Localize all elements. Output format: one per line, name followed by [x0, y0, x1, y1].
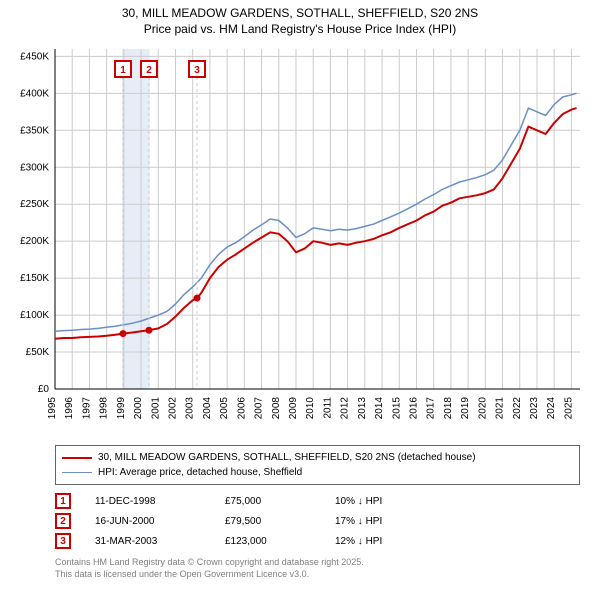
y-tick-label: £300K — [20, 162, 49, 173]
x-tick-label: 2004 — [202, 397, 213, 420]
x-tick-label: 2011 — [322, 397, 333, 419]
x-tick-label: 2002 — [167, 397, 178, 420]
sale-marker-number: 1 — [120, 65, 126, 76]
sale-marker-number: 2 — [146, 65, 152, 76]
sale-badge: 3 — [55, 533, 71, 549]
footer-line-1: Contains HM Land Registry data © Crown c… — [55, 557, 580, 569]
x-tick-label: 2000 — [133, 397, 144, 420]
sale-marker-number: 3 — [194, 65, 200, 76]
x-tick-label: 2020 — [477, 397, 488, 420]
x-tick-label: 2012 — [340, 397, 351, 420]
x-tick-label: 1999 — [116, 397, 127, 420]
x-tick-label: 2014 — [374, 397, 385, 420]
sales-table: 1 11-DEC-1998£75,00010% ↓ HPI 2 16-JUN-2000… — [55, 491, 580, 551]
title-line-1: 30, MILL MEADOW GARDENS, SOTHALL, SHEFFI… — [10, 6, 590, 22]
x-tick-label: 2018 — [443, 397, 454, 420]
x-tick-label: 2023 — [529, 397, 540, 420]
y-tick-label: £350K — [20, 125, 49, 136]
legend-swatch — [62, 472, 92, 473]
x-tick-label: 2015 — [391, 397, 402, 420]
x-tick-label: 2007 — [254, 397, 265, 420]
legend: 30, MILL MEADOW GARDENS, SOTHALL, SHEFFI… — [55, 445, 580, 485]
x-tick-label: 1995 — [47, 397, 58, 420]
legend-label: 30, MILL MEADOW GARDENS, SOTHALL, SHEFFI… — [98, 450, 476, 465]
x-tick-label: 1998 — [99, 397, 110, 420]
y-tick-label: £400K — [20, 89, 49, 100]
x-tick-label: 2008 — [271, 397, 282, 420]
legend-item: HPI: Average price, detached house, Shef… — [62, 465, 573, 480]
footer-attribution: Contains HM Land Registry data © Crown c… — [55, 557, 580, 580]
x-tick-label: 1997 — [81, 397, 92, 420]
sale-date: 16-JUN-2000 — [95, 516, 225, 527]
x-tick-label: 2009 — [288, 397, 299, 420]
y-tick-label: £450K — [20, 52, 49, 63]
x-tick-label: 2006 — [236, 397, 247, 420]
sale-badge: 2 — [55, 513, 71, 529]
line-chart-svg: £0 £50K £100K £150K £200K £250K £300K £350K £400… — [0, 39, 600, 439]
highlight-band — [122, 49, 150, 389]
sale-delta: 12% ↓ HPI — [335, 536, 455, 547]
y-tick-label: £50K — [26, 347, 50, 358]
legend-item: 30, MILL MEADOW GARDENS, SOTHALL, SHEFFI… — [62, 450, 573, 465]
sale-price: £75,000 — [225, 496, 335, 507]
sale-badge: 1 — [55, 493, 71, 509]
x-tick-label: 2019 — [460, 397, 471, 420]
sale-date: 11-DEC-1998 — [95, 496, 225, 507]
y-tick-label: £200K — [20, 236, 49, 247]
sale-marker-dot — [194, 295, 201, 302]
legend-label: HPI: Average price, detached house, Shef… — [98, 465, 302, 480]
x-tick-label: 2013 — [357, 397, 368, 420]
x-tick-label: 2025 — [563, 397, 574, 420]
sale-row: 1 11-DEC-1998£75,00010% ↓ HPI — [55, 491, 580, 511]
sale-date: 31-MAR-2003 — [95, 536, 225, 547]
x-tick-label: 2021 — [495, 397, 506, 420]
chart-title: 30, MILL MEADOW GARDENS, SOTHALL, SHEFFI… — [0, 0, 600, 39]
y-tick-label: £100K — [20, 310, 49, 321]
sale-marker-dot — [145, 327, 152, 334]
x-tick-label: 2010 — [305, 397, 316, 420]
y-tick-label: £0 — [38, 384, 50, 395]
chart-area: £0 £50K £100K £150K £200K £250K £300K £350K £400… — [0, 39, 600, 439]
sale-row: 2 16-JUN-2000£79,50017% ↓ HPI — [55, 511, 580, 531]
x-tick-label: 2005 — [219, 397, 230, 420]
x-tick-label: 1996 — [64, 397, 75, 420]
x-tick-label: 2022 — [512, 397, 523, 420]
x-tick-label: 2024 — [546, 397, 557, 420]
sale-delta: 10% ↓ HPI — [335, 496, 455, 507]
y-tick-label: £250K — [20, 199, 49, 210]
sale-price: £79,500 — [225, 516, 335, 527]
sale-delta: 17% ↓ HPI — [335, 516, 455, 527]
x-tick-label: 2003 — [185, 397, 196, 420]
footer-line-2: This data is licensed under the Open Gov… — [55, 569, 580, 581]
sale-row: 3 31-MAR-2003£123,00012% ↓ HPI — [55, 531, 580, 551]
sale-marker-dot — [119, 330, 126, 337]
legend-swatch — [62, 457, 92, 459]
title-line-2: Price paid vs. HM Land Registry's House … — [10, 22, 590, 38]
x-tick-label: 2001 — [150, 397, 161, 420]
y-tick-label: £150K — [20, 273, 49, 284]
x-tick-label: 2017 — [426, 397, 437, 420]
sale-price: £123,000 — [225, 536, 335, 547]
x-tick-label: 2016 — [408, 397, 419, 420]
